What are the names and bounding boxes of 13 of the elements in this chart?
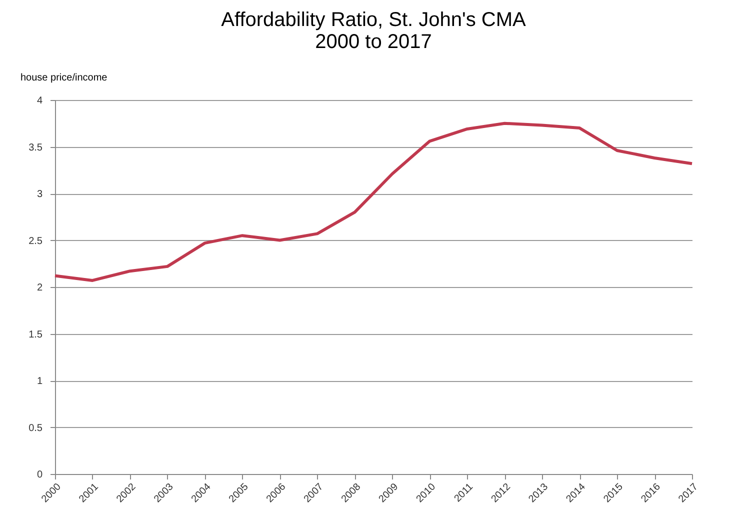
text: 2000 to 2017 <box>315 31 432 53</box>
y-tick-label: 1 <box>36 376 43 387</box>
y-tick-label: 4 <box>36 96 43 106</box>
y-tick-label: 2 <box>36 282 43 294</box>
y-tick-label: 1.5 <box>28 329 43 340</box>
y-tick-label: 3.5 <box>28 142 43 154</box>
y-tick-label: 0.5 <box>28 422 43 434</box>
y-tick-label: 2.5 <box>28 236 43 247</box>
line-series <box>54 122 694 282</box>
y-tick-label: 3 <box>36 189 43 200</box>
y-tick-label: 0 <box>36 470 43 480</box>
text: Affordability Ratio, St. John's CMA <box>221 9 526 31</box>
y-axis-title: house price/income <box>20 72 108 84</box>
